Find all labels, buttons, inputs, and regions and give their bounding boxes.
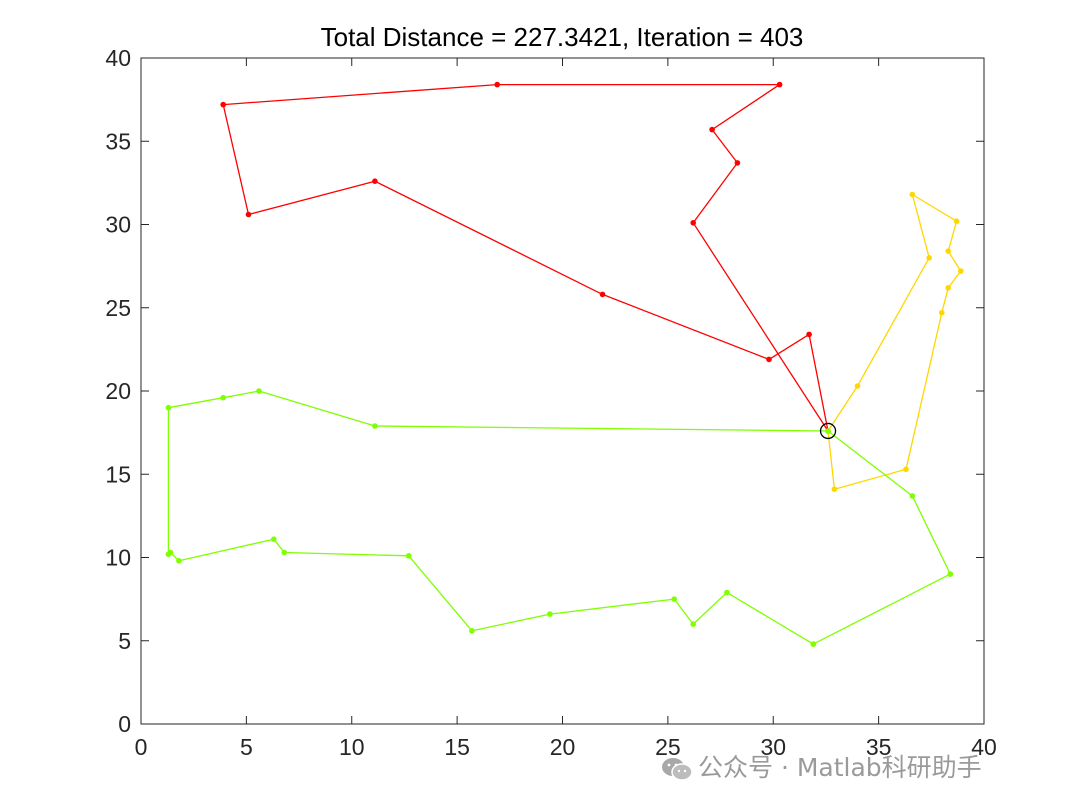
route-3-point — [825, 428, 831, 434]
y-tick-label: 5 — [118, 628, 131, 654]
route-1-point — [766, 356, 772, 363]
route-1-point — [734, 160, 741, 166]
route-1-point — [220, 101, 226, 108]
y-tick-label: 15 — [105, 461, 131, 487]
route-3-point — [176, 558, 182, 564]
x-tick-label: 30 — [760, 734, 786, 760]
route-2-point — [945, 248, 951, 254]
route-2-point — [939, 309, 945, 316]
route-2-point — [953, 218, 960, 224]
watermark-text: 公众号 · Matlab科研助手 — [698, 753, 982, 782]
route-1-point — [245, 211, 252, 218]
route-3-point — [405, 553, 412, 559]
plot-area — [165, 81, 964, 647]
route-3-point — [724, 589, 730, 596]
chart-title: Total Distance = 227.3421, Iteration = 4… — [321, 22, 804, 52]
x-tick-label: 35 — [866, 734, 892, 760]
route-3-point — [256, 388, 262, 394]
route-3-point — [469, 628, 475, 634]
route-2-point — [854, 383, 861, 389]
x-tick-label: 10 — [339, 734, 365, 760]
route-3-point — [547, 611, 553, 617]
route-2-point — [926, 254, 932, 261]
y-tick-label: 35 — [105, 128, 131, 154]
y-tick-label: 25 — [105, 295, 131, 321]
route-3-point — [165, 404, 172, 411]
y-tick-label: 10 — [105, 545, 131, 571]
route-line-3 — [167, 390, 951, 645]
route-1-point — [806, 331, 812, 338]
y-tick-label: 20 — [105, 378, 131, 404]
x-tick-label: 15 — [444, 734, 470, 760]
x-tick-label: 25 — [655, 734, 681, 760]
wechat-icon — [662, 758, 693, 781]
route-3-point — [281, 549, 288, 556]
route-2-point — [958, 268, 964, 274]
x-tick-label: 5 — [240, 734, 253, 760]
y-tick-label: 0 — [118, 711, 131, 737]
route-3-point — [810, 641, 817, 647]
watermark: 公众号 · Matlab科研助手 — [660, 748, 982, 784]
route-3-point — [671, 596, 677, 602]
route-3-point — [220, 394, 226, 401]
x-tick-label: 20 — [550, 734, 576, 760]
x-tick-label: 40 — [971, 734, 997, 760]
route-1-point — [776, 81, 783, 88]
route-1-point — [372, 178, 378, 184]
route-1-point — [709, 126, 715, 133]
route-3-point — [909, 493, 916, 499]
depot-marker — [819, 422, 837, 440]
route-3-point — [690, 621, 696, 627]
route-2-point — [945, 285, 951, 291]
route-1-point — [690, 220, 696, 226]
route-2-point — [909, 191, 916, 198]
route-3-point — [947, 571, 954, 577]
axes: 0 5 10 15 20 25 30 35 40 0 5 10 15 20 25 30 35 40 — [105, 45, 996, 760]
y-tick-label: 40 — [105, 45, 131, 71]
route-2-point — [903, 466, 909, 473]
route-1-point — [599, 291, 606, 298]
route-line-2 — [827, 193, 962, 490]
route-1-point — [494, 81, 501, 88]
route-3-point — [167, 549, 174, 556]
route-3-point — [372, 423, 378, 429]
route-3-point — [271, 536, 277, 542]
route-2-point — [831, 486, 838, 493]
y-tick-label: 30 — [105, 212, 131, 238]
x-tick-label: 0 — [135, 734, 148, 760]
